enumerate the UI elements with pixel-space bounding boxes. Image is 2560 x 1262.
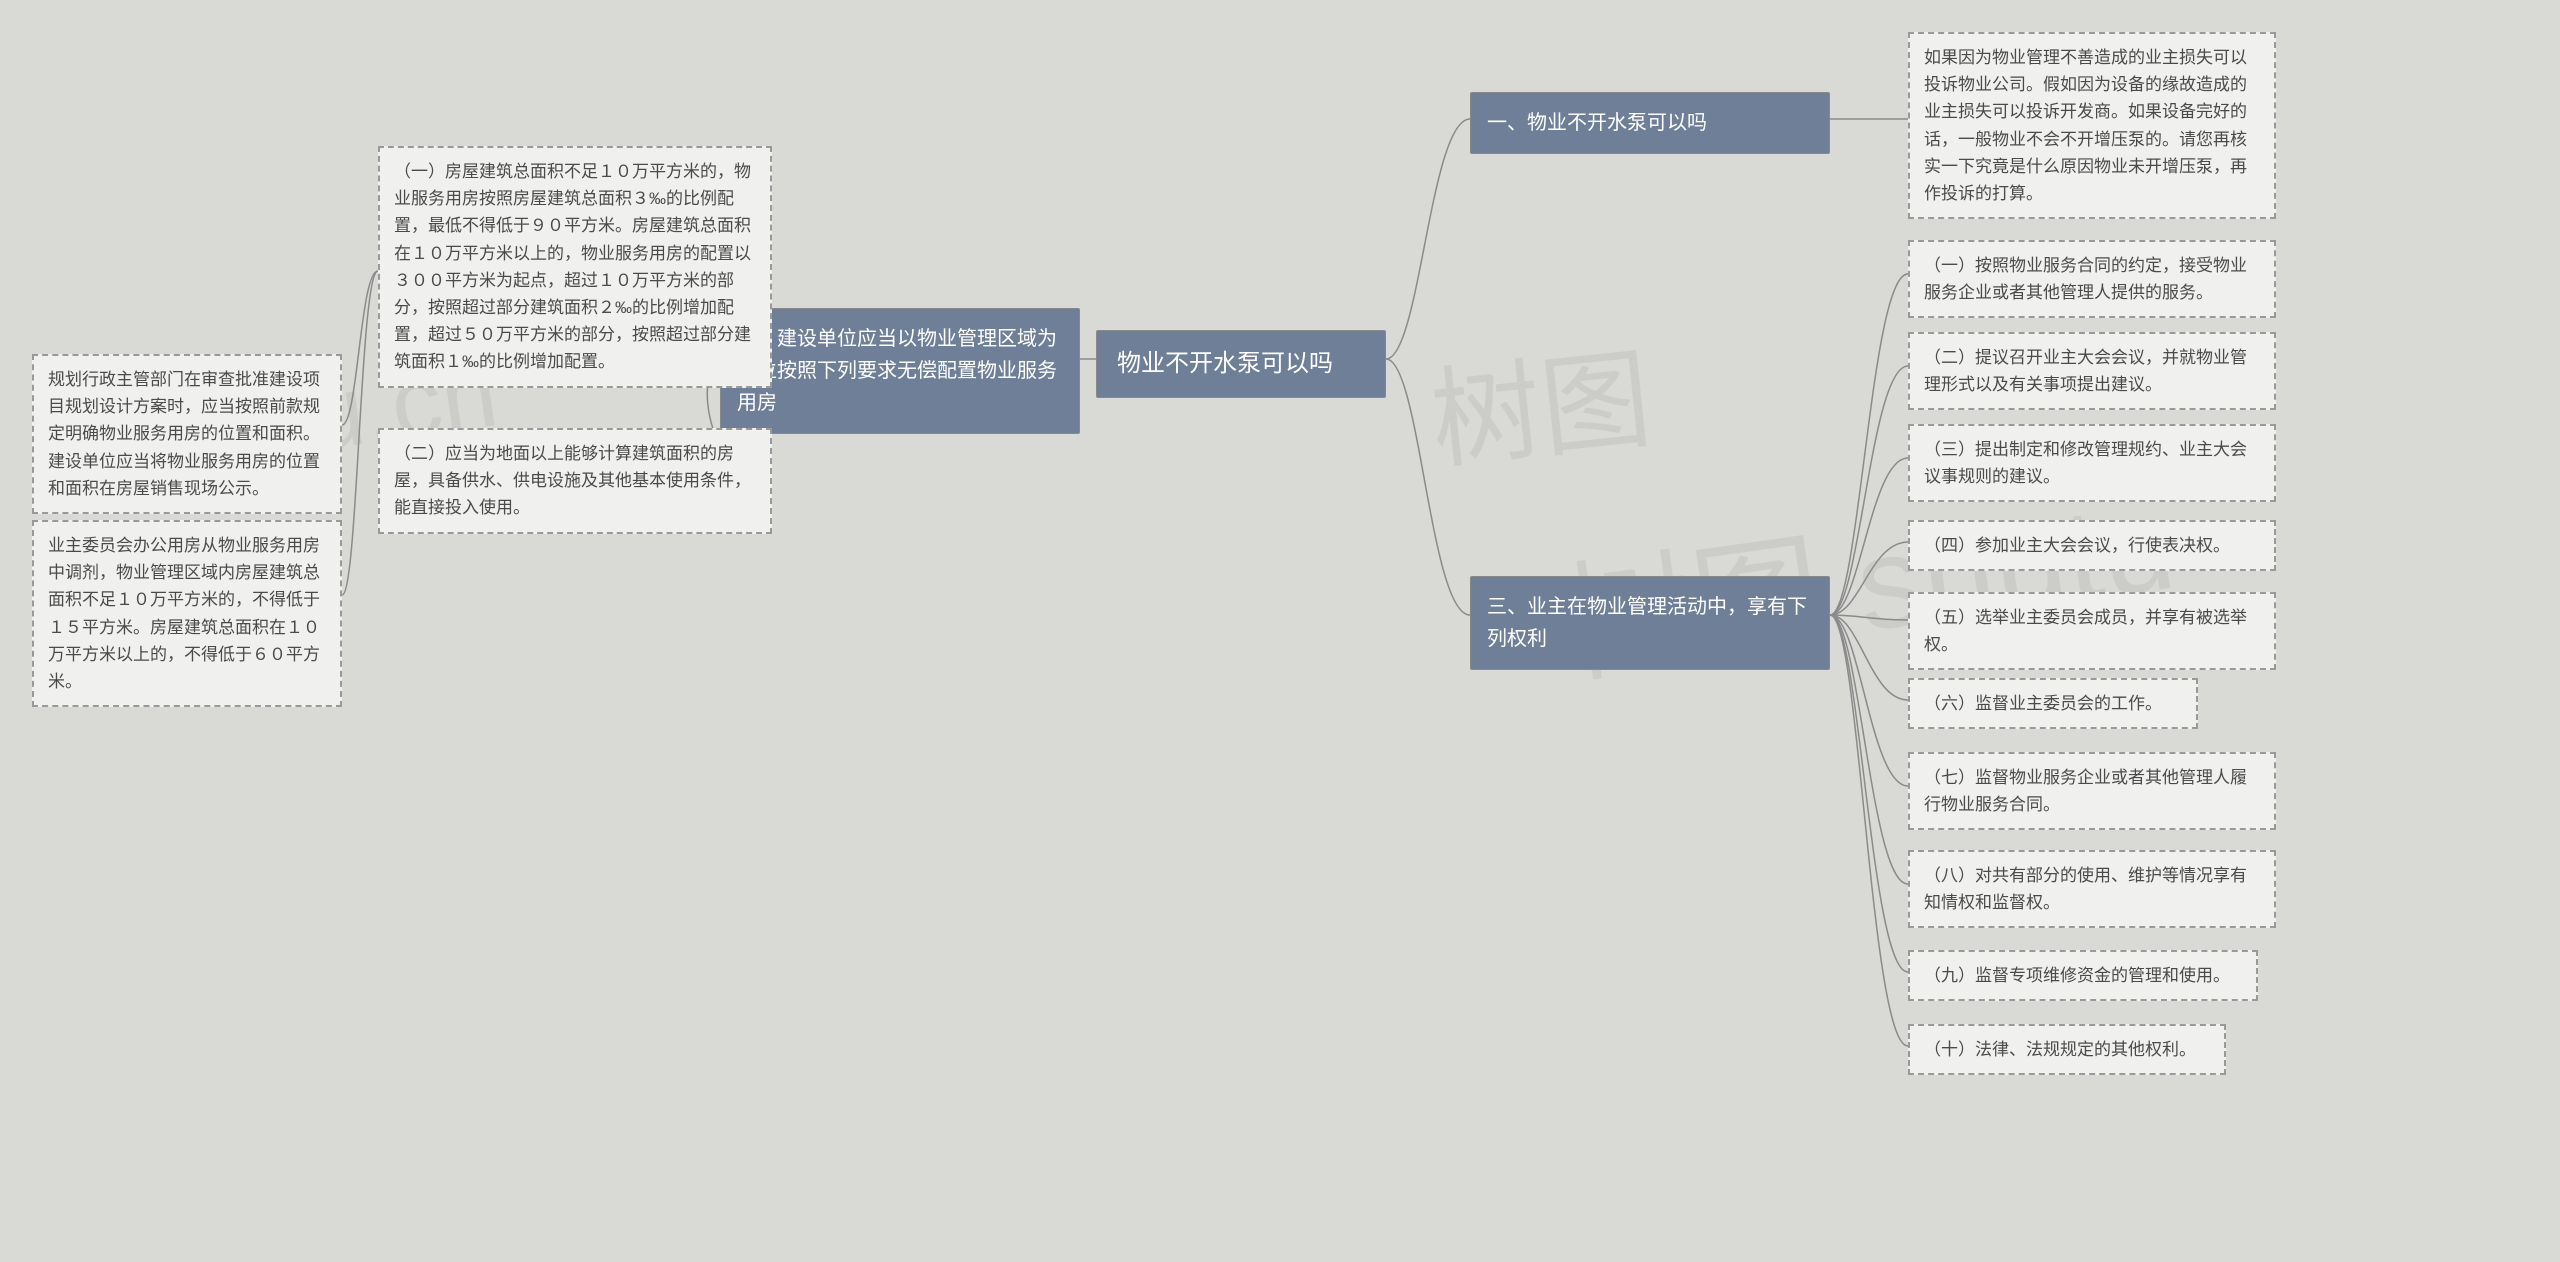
leaf-node: （六）监督业主委员会的工作。 (1908, 678, 2198, 729)
leaf-node: （一）房屋建筑总面积不足１０万平方米的，物业服务用房按照房屋建筑总面积３‰的比例… (378, 146, 772, 388)
branch-node-1: 一、物业不开水泵可以吗 (1470, 92, 1830, 154)
leaf-node: （五）选举业主委员会成员，并享有被选举权。 (1908, 592, 2276, 670)
watermark: 树图 (1422, 309, 1658, 491)
leaf-node: 如果因为物业管理不善造成的业主损失可以投诉物业公司。假如因为设备的缘故造成的业主… (1908, 32, 2276, 219)
leaf-node: （十）法律、法规规定的其他权利。 (1908, 1024, 2226, 1075)
leaf-node: （一）按照物业服务合同的约定，接受物业服务企业或者其他管理人提供的服务。 (1908, 240, 2276, 318)
branch-node-3: 三、业主在物业管理活动中，享有下列权利 (1470, 576, 1830, 670)
leaf-node: （七）监督物业服务企业或者其他管理人履行物业服务合同。 (1908, 752, 2276, 830)
root-node: 物业不开水泵可以吗 (1096, 330, 1386, 398)
leaf-node: （二）提议召开业主大会会议，并就物业管理形式以及有关事项提出建议。 (1908, 332, 2276, 410)
branch-node-2: 二、建设单位应当以物业管理区域为单位按照下列要求无偿配置物业服务用房 (720, 308, 1080, 434)
leaf-node: 业主委员会办公用房从物业服务用房中调剂，物业管理区域内房屋建筑总面积不足１０万平… (32, 520, 342, 707)
leaf-node: 规划行政主管部门在审查批准建设项目规划设计方案时，应当按照前款规定明确物业服务用… (32, 354, 342, 514)
leaf-node: （八）对共有部分的使用、维护等情况享有知情权和监督权。 (1908, 850, 2276, 928)
leaf-node: （三）提出制定和修改管理规约、业主大会议事规则的建议。 (1908, 424, 2276, 502)
leaf-node: （九）监督专项维修资金的管理和使用。 (1908, 950, 2258, 1001)
leaf-node: （四）参加业主大会会议，行使表决权。 (1908, 520, 2276, 571)
leaf-node: （二）应当为地面以上能够计算建筑面积的房屋，具备供水、供电设施及其他基本使用条件… (378, 428, 772, 534)
